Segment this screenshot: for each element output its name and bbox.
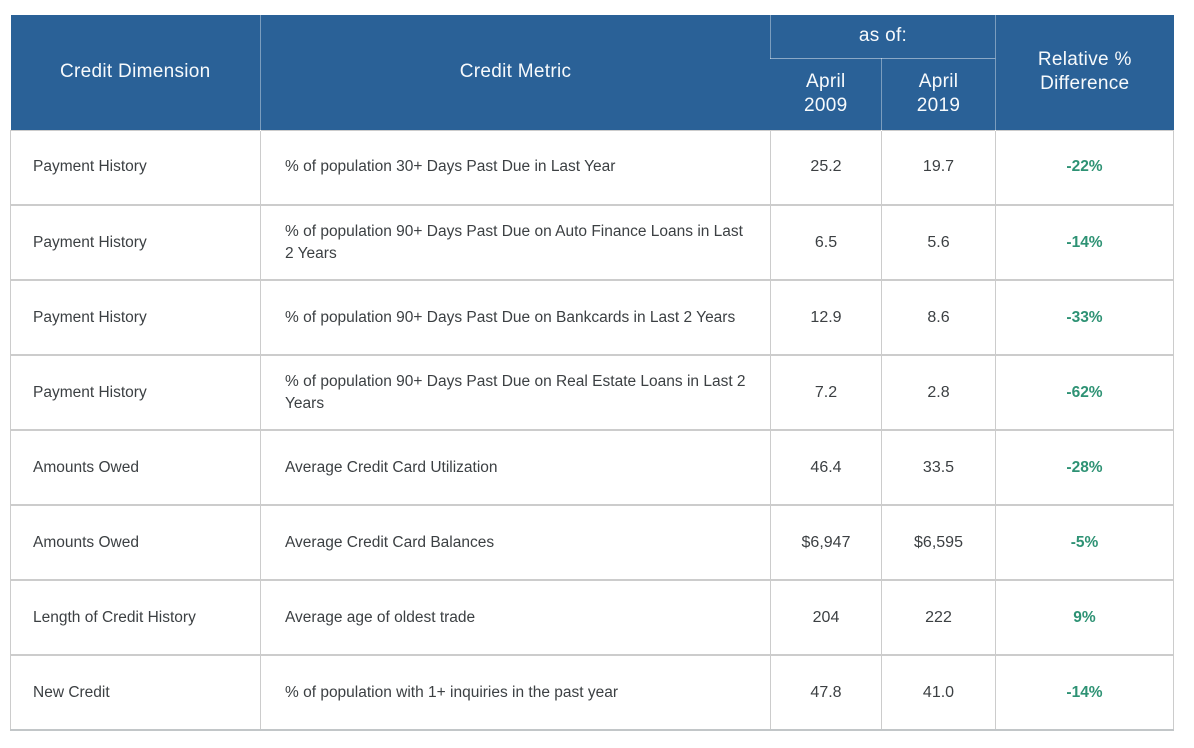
table-header: Credit Dimension Credit Metric as of: Re…: [10, 15, 1174, 130]
table-row: Length of Credit History Average age of o…: [10, 579, 1174, 656]
header-april-2019: April 2019: [881, 58, 996, 130]
value-april-2009-cell: 25.2: [770, 129, 882, 206]
value-april-2019-cell: 8.6: [881, 279, 996, 356]
metric-cell: % of population 90+ Days Past Due on Aut…: [260, 204, 771, 281]
header-april-2009: April 2009: [770, 58, 882, 130]
header-row-years: April 2009 April 2019: [11, 58, 1174, 130]
metric-cell: % of population 90+ Days Past Due on Ban…: [260, 279, 771, 356]
metric-cell: Average age of oldest trade: [260, 579, 771, 656]
metric-cell: % of population 90+ Days Past Due on Rea…: [260, 354, 771, 431]
metric-cell: % of population 30+ Days Past Due in Las…: [260, 129, 771, 206]
dimension-cell: New Credit: [10, 654, 261, 731]
header-row-group: Credit Dimension Credit Metric as of: Re…: [10, 15, 1174, 130]
value-april-2009-cell: $6,947: [770, 504, 882, 581]
dimension-cell: Payment History: [10, 204, 261, 281]
value-april-2009-cell: 7.2: [770, 354, 882, 431]
header-relative-difference: Relative % Difference: [995, 15, 1174, 130]
dimension-cell: Payment History: [10, 279, 261, 356]
relative-difference-cell: -33%: [995, 279, 1174, 356]
table-row: Payment History% of population 90+ Days …: [10, 354, 1174, 431]
value-april-2009-cell: 204: [770, 579, 882, 656]
credit-comparison-table-container: Credit Dimension Credit Metric as of: Re…: [10, 15, 1174, 731]
relative-difference-cell: 9%: [995, 579, 1174, 656]
relative-difference-cell: -5%: [995, 504, 1174, 581]
value-april-2019-cell: 2.8: [881, 354, 996, 431]
value-april-2019-cell: 5.6: [881, 204, 996, 281]
metric-cell: Average Credit Card Balances: [260, 504, 771, 581]
table-row: Amounts Owed Average Credit Card Utilizat…: [10, 429, 1174, 506]
metric-cell: % of population with 1+ inquiries in the…: [260, 654, 771, 731]
table-row: New Credit% of population with 1+ inquir…: [10, 654, 1174, 731]
relative-difference-cell: -14%: [995, 654, 1174, 731]
dimension-cell: Length of Credit History: [10, 579, 261, 656]
dimension-cell: Payment History: [10, 354, 261, 431]
header-credit-metric: Credit Metric: [260, 15, 771, 130]
dimension-cell: Amounts Owed: [10, 429, 261, 506]
relative-difference-cell: -28%: [995, 429, 1174, 506]
table-row: Payment History% of population 30+ Days …: [10, 129, 1174, 206]
relative-difference-cell: -22%: [995, 129, 1174, 206]
header-as-of-group: as of:: [770, 15, 996, 59]
value-april-2019-cell: 41.0: [881, 654, 996, 731]
dimension-cell: Amounts Owed: [10, 504, 261, 581]
metric-cell: Average Credit Card Utilization: [260, 429, 771, 506]
value-april-2019-cell: 222: [881, 579, 996, 656]
value-april-2009-cell: 46.4: [770, 429, 882, 506]
value-april-2019-cell: 19.7: [881, 129, 996, 206]
table-row: Payment History% of population 90+ Days …: [10, 204, 1174, 281]
value-april-2009-cell: 47.8: [770, 654, 882, 731]
table-row: Amounts Owed Average Credit Card Balances…: [10, 504, 1174, 581]
value-april-2019-cell: $6,595: [881, 504, 996, 581]
credit-comparison-table: Credit Dimension Credit Metric as of: Re…: [10, 15, 1174, 731]
table-body: Payment History% of population 30+ Days …: [10, 129, 1174, 731]
table-row: Payment History% of population 90+ Days …: [10, 279, 1174, 356]
relative-difference-cell: -14%: [995, 204, 1174, 281]
value-april-2009-cell: 6.5: [770, 204, 882, 281]
value-april-2009-cell: 12.9: [770, 279, 882, 356]
header-credit-dimension: Credit Dimension: [10, 15, 261, 130]
value-april-2019-cell: 33.5: [881, 429, 996, 506]
relative-difference-cell: -62%: [995, 354, 1174, 431]
dimension-cell: Payment History: [10, 129, 261, 206]
